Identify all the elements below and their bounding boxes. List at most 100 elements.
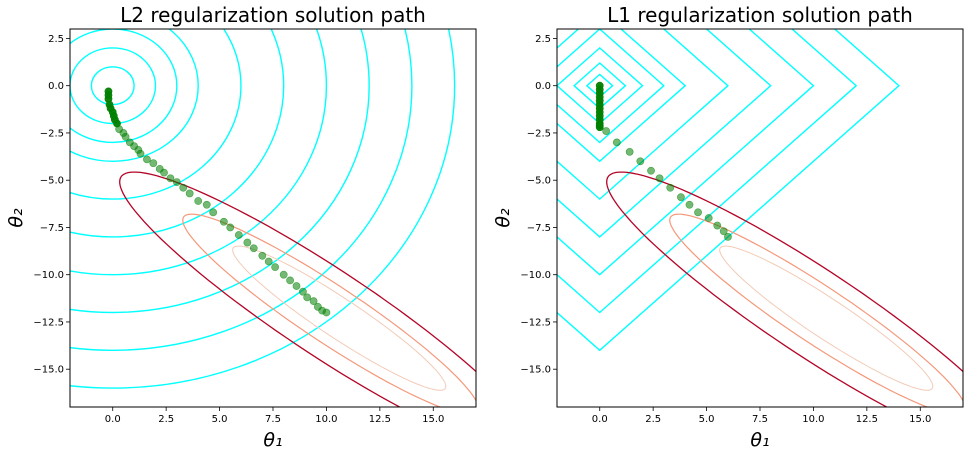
y-tick-label: −5.0	[40, 176, 64, 187]
path-point	[612, 138, 621, 147]
loss-contour	[182, 213, 476, 407]
contour-layer	[70, 29, 476, 407]
path-point	[666, 183, 675, 192]
l2-contour	[70, 29, 413, 351]
x-tick-label: 15.0	[909, 414, 931, 425]
path-point	[655, 174, 664, 183]
path-point	[309, 297, 318, 306]
path-point	[264, 257, 273, 266]
x-tick-label: 10.0	[315, 414, 337, 425]
path-point	[143, 155, 151, 164]
l2-contour	[70, 29, 285, 238]
path-point	[234, 231, 243, 239]
path-point	[136, 149, 145, 158]
x-tick-label: 5.0	[699, 414, 715, 425]
path-point	[685, 200, 694, 209]
x-tick-label: 10.0	[802, 414, 824, 425]
y-tick-label: −5.0	[527, 176, 551, 187]
y-axis-ticks: 2.5 0.0 −2.5 −5.0 −7.5 −10.0 −12.5 −15.0	[33, 34, 70, 376]
loss-contour	[719, 245, 934, 391]
path-point	[286, 276, 294, 285]
y-tick-label: −15.0	[33, 365, 64, 376]
y-tick-label: −12.5	[33, 317, 64, 328]
x-tick-label: 12.5	[856, 414, 878, 425]
chart-title: L2 regularization solution path	[120, 3, 426, 27]
path-point	[724, 232, 732, 241]
y-tick-label: 0.0	[48, 81, 64, 92]
path-point	[226, 223, 235, 232]
x-tick-label: 12.5	[369, 414, 391, 425]
path-point	[271, 263, 280, 272]
path-point	[625, 147, 634, 156]
x-tick-label: 2.5	[645, 414, 661, 425]
l1-contour	[557, 29, 665, 144]
y-tick-label: −10.0	[520, 270, 551, 281]
y-axis-ticks: 2.5 0.0 −2.5 −5.0 −7.5 −10.0 −12.5 −15.0	[520, 34, 557, 376]
l2-chart: L2 regularization solution path 0.0 2.5 5.…	[5, 3, 477, 451]
y-axis-label: θ₂	[492, 208, 514, 228]
loss-contour	[669, 213, 963, 407]
path-point	[292, 282, 301, 290]
y-tick-label: −15.0	[520, 365, 551, 376]
l1-contour	[557, 29, 858, 314]
l1-contour	[557, 29, 900, 352]
path-point	[194, 197, 203, 205]
path-point	[243, 238, 252, 247]
path-point	[719, 227, 728, 236]
l2-contour	[70, 47, 157, 125]
x-tick-label: 5.0	[212, 414, 228, 425]
path-point	[704, 214, 713, 222]
path-point	[694, 208, 702, 217]
l2-contour	[70, 29, 199, 162]
x-axis-ticks: 0.0 2.5 5.0 7.5 10.0 12.5 15.0	[592, 407, 931, 425]
y-tick-label: −7.5	[527, 223, 551, 234]
path-point	[602, 127, 611, 135]
l2-contour	[70, 29, 370, 314]
l1-contour	[557, 29, 687, 163]
x-tick-label: 7.5	[265, 414, 281, 425]
path-point	[249, 244, 258, 253]
l2-contour	[70, 29, 242, 200]
path-point	[121, 132, 130, 141]
x-tick-label: 15.0	[422, 414, 444, 425]
path-point	[202, 200, 211, 209]
path-point	[713, 221, 722, 230]
path-point	[677, 193, 685, 202]
l1-contour	[557, 29, 772, 238]
loss-contour	[119, 171, 476, 407]
l1-contour	[557, 29, 729, 201]
x-tick-label: 7.5	[752, 414, 768, 425]
chart-title: L1 regularization solution path	[607, 3, 913, 27]
y-tick-label: −10.0	[33, 270, 64, 281]
path-point	[299, 287, 307, 296]
path-point	[258, 251, 267, 260]
y-tick-label: −2.5	[40, 128, 64, 139]
solution-path	[104, 87, 331, 317]
x-axis-ticks: 0.0 2.5 5.0 7.5 10.0 12.5 15.0	[105, 407, 444, 425]
y-tick-label: −7.5	[40, 223, 64, 234]
path-point	[219, 217, 228, 226]
l1-contour	[557, 29, 815, 276]
x-tick-label: 2.5	[158, 414, 174, 425]
loss-contour	[606, 171, 963, 407]
path-point	[149, 159, 158, 168]
l2-contour	[70, 29, 178, 144]
path-point	[279, 270, 288, 279]
path-point	[166, 174, 175, 183]
l2-contour	[70, 29, 456, 389]
x-tick-label: 0.0	[105, 414, 121, 425]
path-point	[179, 183, 188, 192]
y-tick-label: 2.5	[48, 34, 64, 45]
path-point	[172, 178, 181, 186]
l2-contour	[70, 29, 328, 276]
l1-chart: L1 regularization solution path 0.0 2.5 5.…	[492, 3, 964, 451]
path-point	[160, 168, 168, 177]
x-axis-label: θ₁	[263, 429, 282, 451]
loss-contour	[232, 245, 447, 391]
path-point	[595, 123, 604, 132]
path-point	[322, 308, 331, 317]
y-tick-label: 0.0	[535, 81, 551, 92]
x-tick-label: 0.0	[592, 414, 608, 425]
